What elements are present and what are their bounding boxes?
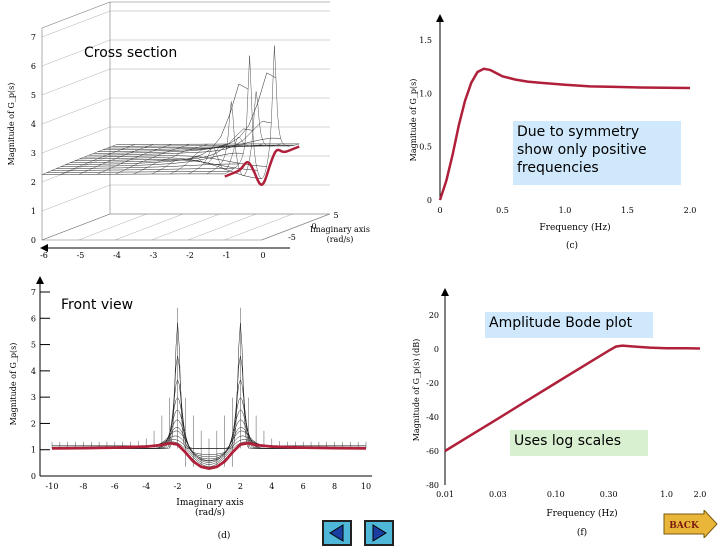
y-tick-label: -60 — [426, 447, 439, 456]
y-tick-label: 6 — [31, 314, 36, 323]
y-tick-label: 0 — [434, 345, 439, 354]
cross-section-line — [224, 145, 300, 186]
x-tick-label: 2.0 — [684, 206, 697, 215]
prev-slide-button[interactable] — [322, 520, 352, 546]
imag-axis-label-line1: Imaginary axis — [310, 225, 370, 234]
z-tick-label: 0 — [31, 236, 36, 245]
y-axis-label: Magnitude of G_p(s) — [409, 79, 418, 162]
x-axis-label: Frequency (Hz) — [539, 222, 610, 233]
next-slide-button[interactable] — [364, 520, 394, 546]
x-tick-label: 8 — [332, 482, 337, 491]
y-tick-label: -40 — [426, 413, 439, 422]
back-arrow-icon — [663, 508, 718, 540]
x-axis-label: Frequency (Hz) — [546, 508, 617, 519]
y-tick-label: 1.0 — [419, 89, 432, 98]
y-tick-label: 1 — [31, 446, 36, 455]
y-tick-label: 4 — [31, 367, 36, 376]
y-tick-label: 3 — [31, 393, 36, 402]
callout-front-view: Front view — [61, 297, 134, 313]
x-tick-label: 6 — [301, 482, 306, 491]
series-line — [51, 441, 367, 471]
y-tick-label: -80 — [426, 481, 439, 490]
callout-cross-section: Cross section — [84, 45, 178, 61]
y-tick-label: 0.5 — [419, 143, 432, 152]
series-line — [438, 67, 691, 201]
real-axis-tick-label: -3 — [150, 251, 158, 260]
x-tick-label: 0 — [206, 482, 211, 491]
y-axis-label: Magnitude of G_p(s) — [9, 343, 18, 426]
surface-frame — [41, 1, 331, 241]
y-axis-label: Magnitude of G_p(s) (dB) — [412, 339, 421, 442]
y-tick-label: 0 — [427, 196, 432, 205]
x-tick-label: 1.0 — [660, 490, 673, 499]
z-tick-label: 5 — [31, 91, 36, 100]
real-axis-tick-label: 0 — [260, 251, 265, 260]
real-axis-tick-label: -4 — [113, 251, 121, 260]
chart-bode-amplitude: 20 0 -20 -40 -60 -800.01 0.03 0.10 0.30 1.0 2.0 Fre… — [412, 288, 707, 538]
back-button[interactable]: BACK — [662, 508, 718, 540]
callout-symmetry: Due to symmetry show only positive frequ… — [513, 121, 681, 185]
x-axis-label-line2: (rad/s) — [195, 507, 225, 518]
y-axis-label: Magnitude of G_p(s) — [7, 83, 16, 166]
y-tick-label: -20 — [426, 379, 439, 388]
y-tick-label: 0 — [31, 472, 36, 481]
x-tick-label: 0.5 — [496, 206, 509, 215]
x-tick-label: 2 — [238, 482, 243, 491]
y-tick-label: 5 — [31, 341, 36, 350]
series-line — [444, 344, 701, 453]
chart-surface-3d: 0 1 2 3 4 5 6 7 -6 -5 -4 -3 -2 -1 0 Magnitude of G_p(s)… — [7, 1, 370, 260]
x-tick-label: 0.03 — [489, 490, 507, 499]
real-axis-arrow — [40, 244, 48, 252]
y-axis-arrow — [441, 288, 449, 296]
surface-mesh — [42, 45, 300, 179]
x-tick-label: 4 — [269, 482, 274, 491]
x-tick-label: -8 — [80, 482, 88, 491]
chart-front-view: 0 1 2 3 4 5 6 7 -10 -8 -6 -4 -2 0 2 4 6 8 10 Imaginary axis… — [9, 276, 372, 540]
callout-log-scales: Uses log scales — [510, 430, 648, 456]
y-axis-arrow — [436, 14, 444, 22]
z-tick-label: 2 — [31, 178, 36, 187]
x-tick-label: 0 — [437, 206, 442, 215]
y-tick-label: 20 — [429, 311, 439, 320]
y-tick-label: 1.5 — [419, 36, 432, 45]
imag-axis-label-line2: (rad/s) — [327, 235, 354, 244]
surface-mesh — [51, 307, 367, 469]
x-tick-label: 2.0 — [694, 490, 707, 499]
triangle-left-icon — [329, 524, 344, 542]
chart-caption: (d) — [218, 530, 231, 540]
z-tick-label: 4 — [31, 120, 36, 129]
real-axis-tick-label: -2 — [186, 251, 194, 260]
y-tick-label: 2 — [31, 419, 36, 428]
chart-caption: (f) — [577, 527, 587, 538]
x-tick-label: -2 — [174, 482, 182, 491]
y-axis-arrow — [36, 276, 44, 284]
x-axis-label-line1: Imaginary axis — [176, 498, 244, 508]
z-tick-label: 6 — [31, 62, 36, 71]
imag-side-tick-label: 5 — [333, 211, 338, 220]
z-tick-label: 7 — [31, 33, 36, 42]
imag-side-tick-label: -5 — [288, 233, 296, 242]
chart-magnitude-positive: 0 0.5 1.0 1.5 0 0.5 1.0 1.5 2.0 Frequency (Hz) (c)… — [409, 14, 697, 251]
triangle-right-icon — [372, 524, 387, 542]
x-tick-label: -4 — [142, 482, 150, 491]
x-tick-label: 0.30 — [600, 490, 618, 499]
callout-amplitude-bode: Amplitude Bode plot — [485, 312, 653, 338]
x-tick-label: 1.5 — [621, 206, 634, 215]
z-tick-label: 3 — [31, 149, 36, 158]
chart-caption: (c) — [566, 240, 578, 251]
x-tick-label: 0.10 — [547, 490, 565, 499]
x-tick-label: -6 — [111, 482, 119, 491]
real-axis-tick-label: -6 — [40, 251, 48, 260]
z-tick-label: 1 — [31, 207, 36, 216]
imag-side-tick-label: 0 — [311, 222, 316, 231]
x-tick-label: 1.0 — [559, 206, 572, 215]
x-tick-label: -10 — [46, 482, 59, 491]
real-axis-tick-label: -5 — [77, 251, 85, 260]
back-button-label: BACK — [669, 521, 700, 531]
y-tick-label: 7 — [31, 288, 36, 297]
real-axis-tick-label: -1 — [223, 251, 231, 260]
x-tick-label: 0.01 — [436, 490, 454, 499]
x-tick-label: 10 — [361, 482, 371, 491]
